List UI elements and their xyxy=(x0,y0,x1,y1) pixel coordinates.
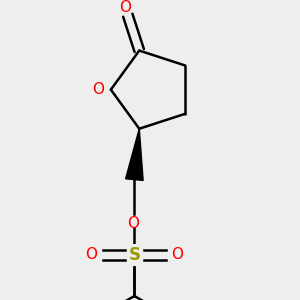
Text: O: O xyxy=(171,248,183,262)
Text: O: O xyxy=(119,0,131,15)
Text: S: S xyxy=(128,246,140,264)
Text: O: O xyxy=(85,248,97,262)
Text: O: O xyxy=(128,216,140,231)
Polygon shape xyxy=(126,129,143,181)
Text: O: O xyxy=(92,82,104,97)
